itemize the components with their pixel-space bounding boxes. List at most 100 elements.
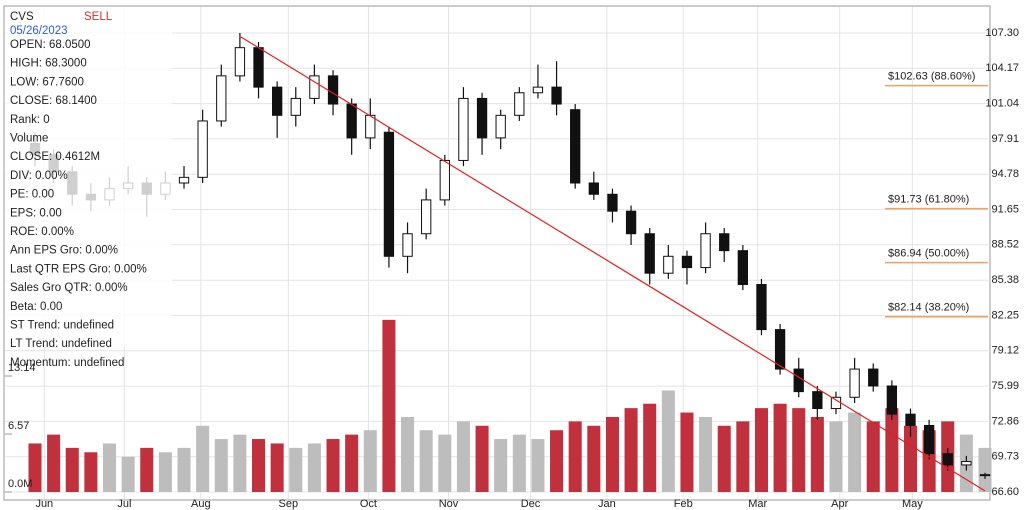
info-line: PE: 0.00 [10,189,54,201]
info-panel: CVS SELL 05/26/2023 OPEN: 68.0500 HIGH: 6… [5,7,172,369]
volume-bar [177,447,191,492]
candle-body [476,97,488,139]
candle-body [290,97,301,116]
signal: SELL [84,11,113,23]
volume-bar [717,425,731,492]
volume-bar [363,430,377,492]
candle-body [458,97,469,161]
volume-bar [307,443,321,492]
candle-body [365,114,376,139]
candle-body [570,109,581,184]
volume-bar [754,408,768,492]
info-line: OPEN: 68.0500 [10,39,91,51]
fib-label: $102.63 (88.60%) [888,71,975,83]
y-tick-label: 107.30 [985,27,1019,39]
candle-body [607,193,618,212]
x-tick-label: Dec [521,498,541,510]
volume-bar [866,421,880,492]
candle-body [383,131,395,257]
candle-body [979,474,991,477]
volume-bar [475,425,489,492]
volume-bar [848,412,862,492]
volume-bar [736,421,750,492]
candle-body [942,453,953,466]
candle-body [272,86,283,116]
volume-bar [158,452,172,492]
volume-bar [419,430,433,492]
volume-bar [84,452,98,492]
volume-bar [270,443,284,492]
candle-body [346,103,357,139]
volume-bar [289,447,303,492]
candle-body [663,255,674,274]
x-tick-label: Jul [117,498,131,510]
y-tick-label: 66.60 [991,486,1019,498]
candle-body [700,233,711,269]
y-tick-label: 104.17 [985,62,1019,74]
candle-body [234,47,246,77]
x-tick-label: Feb [674,498,693,510]
volume-bar [326,439,340,492]
y-tick-label: 94.78 [991,168,1019,180]
info-line: LT Trend: undefined [10,338,112,350]
info-line: CLOSE: 68.1400 [10,95,97,107]
y-tick-label: 85.38 [991,274,1019,286]
overlay-layer: $102.63 (88.60%) $91.73 (61.80%) $86.94 (5… [239,35,988,492]
volume-bar [456,421,470,492]
volume-bar [978,447,992,492]
volume-bar [121,456,135,492]
candle-body [551,86,562,105]
info-line: Rank: 0 [10,114,50,126]
candle-body [830,396,842,410]
y-tick-label: 72.86 [991,415,1019,427]
x-tick-label: Sep [279,498,299,510]
volume-bar [624,408,638,492]
candle-body [532,86,544,94]
info-line: Ann EPS Gro: 0.00% [10,245,118,257]
volume-bar [345,434,359,492]
info-line: Beta: 0.00 [10,301,62,313]
candle-body [886,385,898,415]
candle-body [681,255,693,269]
x-tick-label: Aug [191,498,211,510]
info-line: Volume [10,133,48,145]
candle-body [439,159,450,201]
fib-label: $86.94 (50.00%) [888,248,969,260]
symbol: CVS [10,11,34,23]
info-line: LOW: 67.7600 [10,76,84,88]
volume-tick-label: 13.14 [8,362,36,374]
volume-bar [903,425,918,492]
volume-bar [531,439,545,492]
volume-bar [810,416,824,492]
candle-body [868,368,879,387]
volume-bar [568,421,582,492]
x-tick-label: Nov [439,498,459,510]
candle-body [793,368,804,393]
volume-bar [512,434,526,492]
y-tick-label: 101.04 [985,98,1019,110]
candle-body [178,176,190,184]
y-tick-label: 75.99 [991,380,1019,392]
volume-bar [661,390,675,492]
info-line: EPS: 0.00 [10,207,62,219]
volume-bar [699,416,713,492]
volume-bar [252,439,266,492]
y-tick-label: 69.73 [991,451,1019,463]
volume-bar [401,416,415,492]
volume-bar [605,416,619,492]
volume-bar [214,439,228,492]
volume-bar [885,408,899,492]
date: 05/26/2023 [10,25,68,37]
volume-tick-label: 6.57 [8,420,29,432]
volume-bar [65,447,79,492]
candle-body [495,114,506,139]
volume-bar [680,412,694,492]
x-tick-label: Mar [748,498,767,510]
candle-body [197,120,208,178]
candle-body [402,233,413,257]
candle-body [588,182,599,195]
x-tick-label: Jun [35,498,53,510]
candle-body [923,424,935,455]
volume-bar [28,443,42,492]
